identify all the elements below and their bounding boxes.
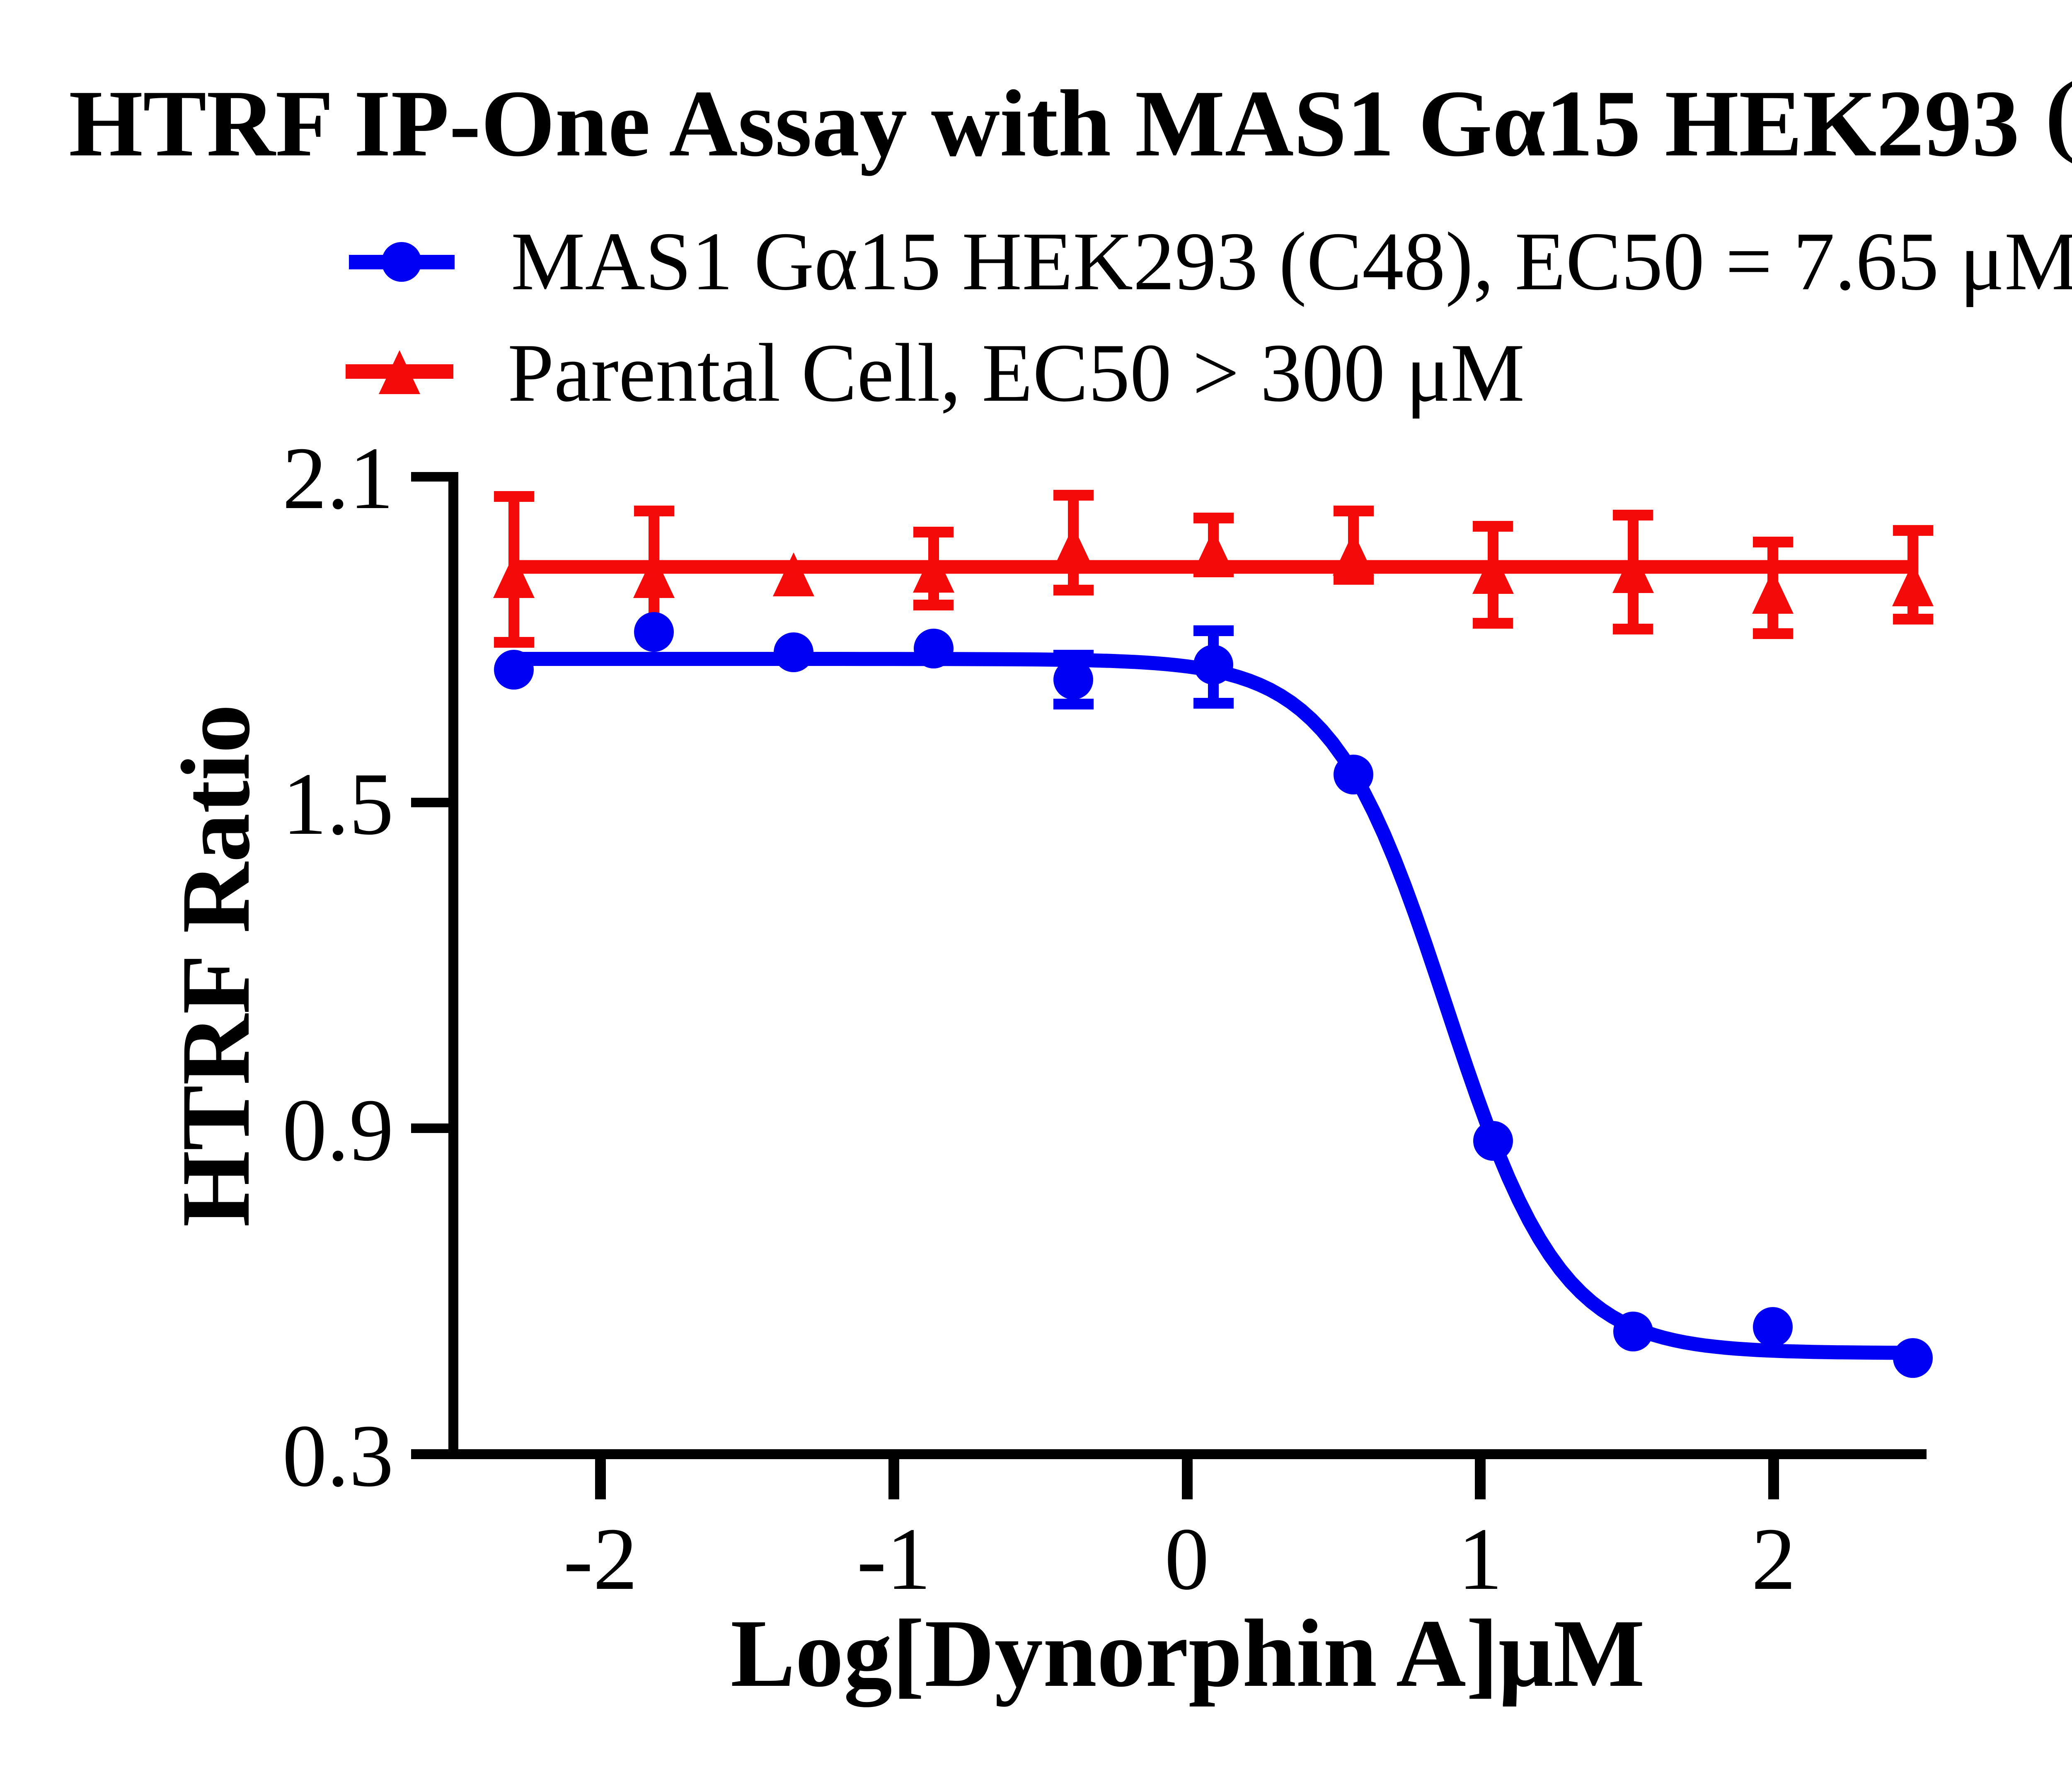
svg-text:1: 1 xyxy=(1458,1509,1503,1608)
svg-text:0.9: 0.9 xyxy=(282,1080,394,1179)
svg-text:Parental Cell, EC50 > 300 μM: Parental Cell, EC50 > 300 μM xyxy=(508,327,1525,419)
svg-text:MAS1 Gα15 HEK293 (C48), EC50 =: MAS1 Gα15 HEK293 (C48), EC50 = 7.65 μM xyxy=(511,215,2072,307)
svg-text:-2: -2 xyxy=(563,1509,637,1608)
svg-text:2: 2 xyxy=(1751,1509,1796,1608)
svg-text:Log[Dynorphin A]μM: Log[Dynorphin A]μM xyxy=(731,1599,1645,1707)
svg-text:0: 0 xyxy=(1164,1509,1209,1608)
svg-text:1.5: 1.5 xyxy=(282,754,394,853)
svg-text:HTRF IP-One Assay with MAS1 Gα: HTRF IP-One Assay with MAS1 Gα15 HEK293(… xyxy=(69,63,2072,176)
svg-text:HTRF Ratio: HTRF Ratio xyxy=(162,704,270,1227)
svg-text:0.3: 0.3 xyxy=(282,1406,394,1505)
svg-text:-1: -1 xyxy=(857,1509,931,1608)
svg-text:2.1: 2.1 xyxy=(282,429,394,528)
